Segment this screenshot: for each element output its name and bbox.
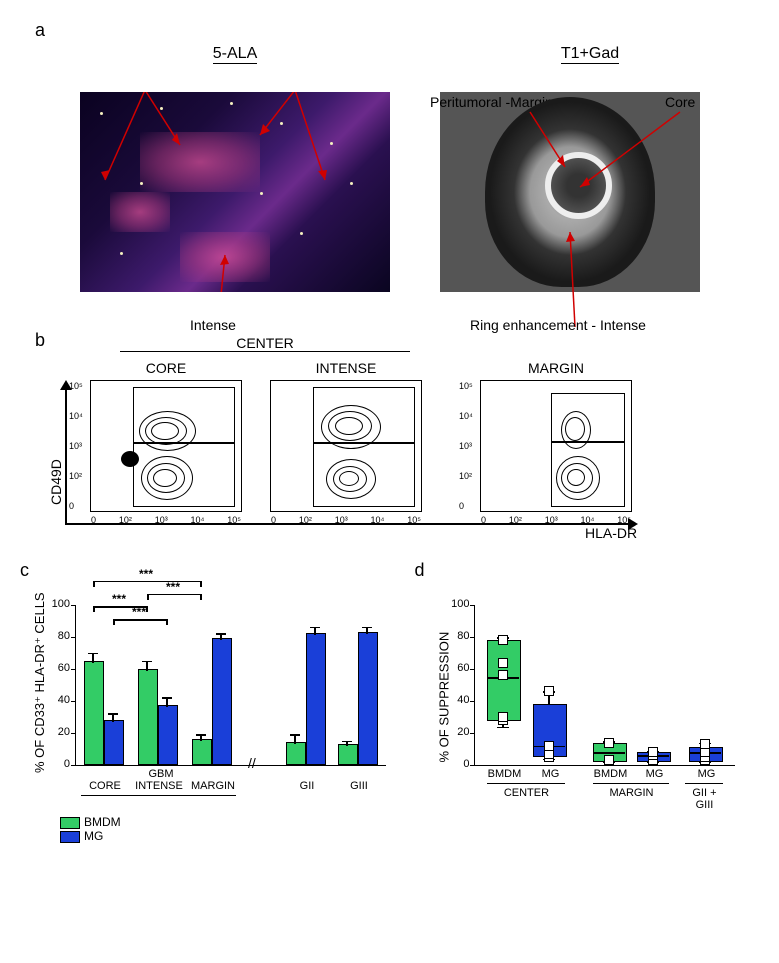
flow-plots: CENTER CORE 10⁵10⁴10³10²0 010²10³10⁴10⁵ xyxy=(90,360,632,512)
label-core-mri: Core xyxy=(665,94,695,110)
panel-a-left: 5-ALA Margin Core xyxy=(80,45,390,292)
panel-c-label: c xyxy=(20,560,29,581)
legend: BMDM MG xyxy=(60,815,121,843)
cd49d-label: CD49D xyxy=(48,459,64,505)
panel-c: c % OF CD33⁺ HLA-DR⁺ CELLS 020406080100C… xyxy=(20,560,400,850)
flow-intense: INTENSE 010²10³10⁴10⁵ xyxy=(270,360,422,512)
panel-d-label: d xyxy=(414,560,424,581)
img-5ala xyxy=(80,92,390,292)
panel-b: b CD49D CENTER CORE 10⁵10⁴10³10²0 010²10… xyxy=(20,330,759,540)
panel-a: a 5-ALA Margin Core xyxy=(20,20,759,310)
flow-core: CORE 10⁵10⁴10³10²0 010²10³10⁴10⁵ xyxy=(90,360,242,512)
right-title: T1+Gad xyxy=(561,45,619,64)
panel-a-right: T1+Gad Peritumoral -Margin Core xyxy=(440,45,740,292)
panel-a-label: a xyxy=(35,20,45,41)
panel-b-label: b xyxy=(35,330,45,351)
y-arrow xyxy=(65,385,67,525)
flow-margin: MARGIN 10⁵10⁴10³10²0 010²10³10⁴10⁵ xyxy=(480,360,632,512)
left-title: 5-ALA xyxy=(213,45,257,64)
img-mri xyxy=(440,92,700,292)
panel-d: d % OF SUPPRESSION 020406080100BMDMMGBMD… xyxy=(414,560,754,850)
center-label: CENTER xyxy=(120,335,410,352)
figure: a 5-ALA Margin Core xyxy=(20,20,759,850)
bottom-row: c % OF CD33⁺ HLA-DR⁺ CELLS 020406080100C… xyxy=(20,560,759,850)
panel-d-ylabel: % OF SUPPRESSION xyxy=(437,603,452,763)
chart-c-area: 020406080100COREINTENSEMARGINGIIGIIIGBM/… xyxy=(75,605,386,766)
chart-d-area: 020406080100BMDMMGBMDMMGMGCENTERMARGINGI… xyxy=(474,605,735,766)
panel-c-ylabel: % OF CD33⁺ HLA-DR⁺ CELLS xyxy=(32,593,48,773)
hladr-label: HLA-DR xyxy=(585,525,749,548)
